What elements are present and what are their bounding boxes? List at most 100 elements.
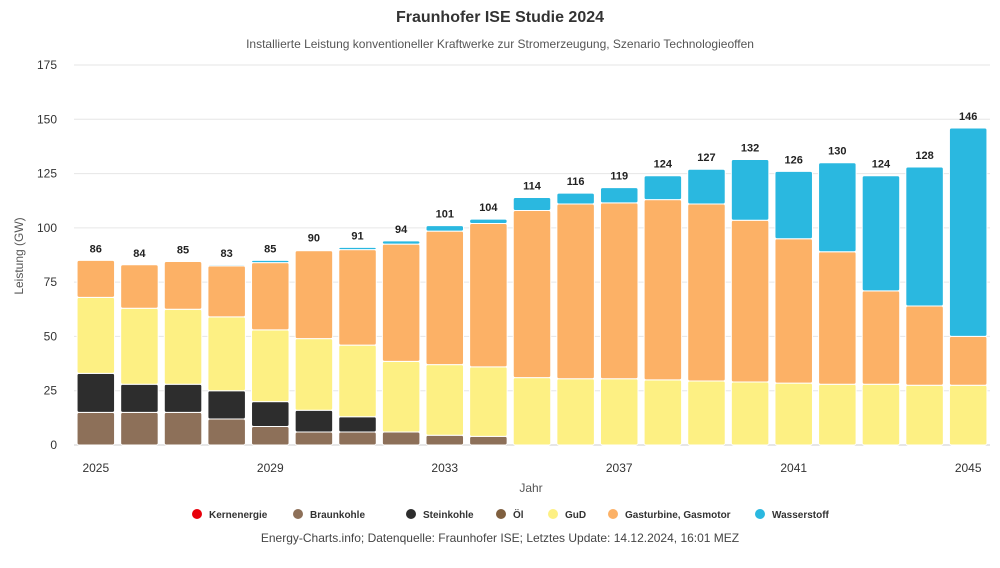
data-label: 85: [177, 245, 189, 257]
bar-segment: [556, 378, 595, 446]
bar-segment: [207, 390, 246, 420]
bar-segment: [120, 307, 159, 385]
bar-segment: [76, 411, 116, 446]
bar-segment: [512, 196, 552, 211]
bar-segment: [338, 344, 377, 418]
legend-marker: [293, 509, 303, 519]
data-label: 90: [308, 233, 320, 245]
legend-item: GuD: [548, 509, 586, 521]
data-label: 124: [872, 159, 891, 171]
x-tick-label: 2041: [780, 461, 807, 475]
data-label: 127: [697, 152, 715, 164]
bar-segment: [948, 127, 988, 337]
legend-item: Gasturbine, Gasmotor: [608, 509, 731, 521]
legend-marker: [406, 509, 416, 519]
bar-segment: [207, 418, 246, 446]
bar-stack-2040: [730, 158, 770, 446]
bar-segment: [512, 209, 552, 379]
bar-segment: [381, 240, 421, 245]
bar-stack-2045: [948, 127, 988, 446]
legend: Kernenergie Braunkohle Steinkohle Öl GuD Gast…: [192, 508, 830, 521]
data-label: 130: [828, 146, 846, 158]
data-label: 126: [785, 154, 803, 166]
legend-label: Kernenergie: [209, 510, 268, 521]
bar-segment: [425, 434, 465, 446]
legend-item: Wasserstoff: [755, 509, 830, 521]
bar-segment: [643, 379, 683, 446]
bar-segment: [599, 202, 639, 380]
bar-segment: [251, 401, 290, 428]
bar-segment: [76, 259, 116, 298]
bar-segment: [469, 223, 508, 368]
bar-segment: [425, 364, 465, 436]
y-axis-label: Leistung (GW): [12, 217, 26, 294]
chart-title: Fraunhofer ISE Studie 2024: [396, 9, 604, 26]
bar-segment: [294, 249, 334, 252]
data-label: 83: [221, 248, 233, 260]
bar-segment: [251, 329, 290, 403]
bar-segment: [905, 166, 944, 307]
bar-segment: [338, 416, 377, 433]
data-label: 128: [915, 150, 933, 162]
bar-segment: [381, 360, 421, 433]
y-tick-label: 0: [50, 438, 57, 452]
bar-stack-2034: [469, 218, 508, 446]
bar-stack-2031: [338, 246, 377, 446]
x-axis-ticks: 2025 2029 2033 2037 2041 2045: [82, 461, 981, 475]
bar-segment: [120, 411, 159, 446]
bar-segment: [207, 316, 246, 392]
bar-segment: [251, 426, 290, 446]
bar-segment: [774, 170, 813, 240]
bar-segment: [294, 409, 334, 433]
y-axis-ticks: 0 25 50 75 100 125 150 175: [37, 58, 57, 452]
bar-stack-2028: [207, 264, 246, 446]
bar-stack-2036: [556, 192, 595, 446]
bar-segment: [338, 431, 377, 446]
legend-label: GuD: [565, 510, 586, 521]
bar-segment: [556, 192, 595, 205]
bar-segment: [163, 411, 203, 446]
bar-segment: [207, 264, 246, 267]
data-label: 84: [133, 248, 146, 260]
bar-stack-2035: [512, 196, 552, 446]
data-label: 146: [959, 111, 977, 123]
bar-stack-2041: [774, 170, 813, 446]
total-labels: 86 84 85 83 85 90 91 94 101 104 114 116 119 124 127 132…: [90, 111, 978, 260]
bar-segment: [163, 383, 203, 413]
data-label: 124: [654, 159, 673, 171]
legend-label: Gasturbine, Gasmotor: [625, 510, 731, 521]
legend-label: Wasserstoff: [772, 510, 830, 521]
bar-segment: [381, 243, 421, 362]
bar-segment: [643, 175, 683, 201]
bar-segment: [425, 225, 465, 232]
legend-item: Öl: [496, 508, 524, 521]
bar-segment: [730, 158, 770, 221]
bar-segment: [207, 265, 246, 318]
data-label: 114: [523, 180, 542, 192]
data-label: 119: [610, 171, 628, 183]
bar-stack-2039: [687, 168, 726, 446]
x-tick-label: 2025: [82, 461, 109, 475]
bar-stack-2032: [381, 240, 421, 446]
legend-item: Kernenergie: [192, 509, 268, 521]
bar-stack-2027: [163, 261, 203, 446]
legend-marker: [755, 509, 765, 519]
bar-segment: [774, 238, 813, 384]
bar-segment: [512, 377, 552, 446]
bar-segment: [425, 230, 465, 366]
bar-stack-2033: [425, 225, 465, 446]
data-label: 86: [90, 243, 102, 255]
bar-segment: [163, 308, 203, 385]
bar-segment: [948, 335, 988, 386]
data-label: 91: [351, 230, 363, 242]
bar-series: [76, 127, 988, 446]
bar-segment: [687, 168, 726, 205]
bar-segment: [687, 380, 726, 446]
bar-segment: [338, 246, 377, 251]
bar-segment: [338, 249, 377, 346]
bar-segment: [730, 219, 770, 383]
legend-label: Steinkohle: [423, 510, 474, 521]
bar-segment: [381, 431, 421, 446]
data-label: 104: [479, 202, 498, 214]
